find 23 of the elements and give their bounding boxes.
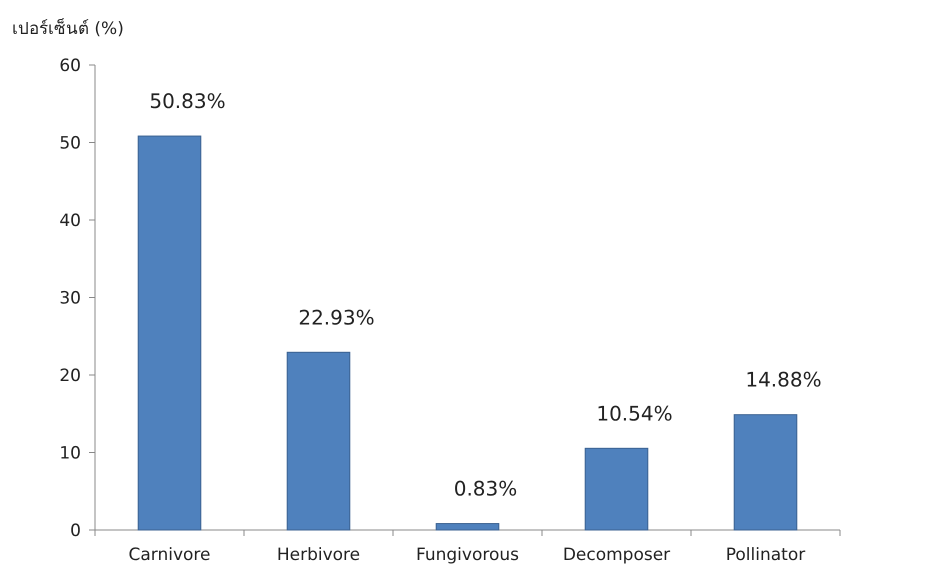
x-tick-label: Pollinator (726, 545, 806, 565)
y-axis-title: เปอร์เซ็นต์ (%) (12, 17, 124, 39)
y-tick-label: 30 (59, 288, 81, 308)
data-label: 0.83% (454, 476, 518, 501)
bar (436, 523, 500, 530)
x-tick-label: Fungivorous (416, 545, 520, 565)
bar (138, 136, 202, 530)
y-tick-label: 0 (70, 521, 81, 541)
y-tick-label: 50 (59, 134, 81, 154)
bar (286, 352, 350, 530)
y-tick-label: 20 (59, 366, 81, 386)
bar (584, 448, 648, 530)
data-label: 22.93% (298, 305, 375, 330)
x-tick-label: Herbivore (276, 545, 360, 565)
y-tick-label: 60 (59, 56, 81, 76)
data-label: 50.83% (149, 89, 226, 114)
data-label: 10.54% (596, 401, 673, 426)
x-tick-label: Carnivore (128, 545, 211, 565)
data-label: 14.88% (745, 368, 822, 392)
y-tick-label: 40 (59, 211, 81, 231)
bar (734, 414, 798, 530)
x-tick-label: Decomposer (562, 545, 670, 565)
y-tick-label: 10 (59, 444, 81, 464)
